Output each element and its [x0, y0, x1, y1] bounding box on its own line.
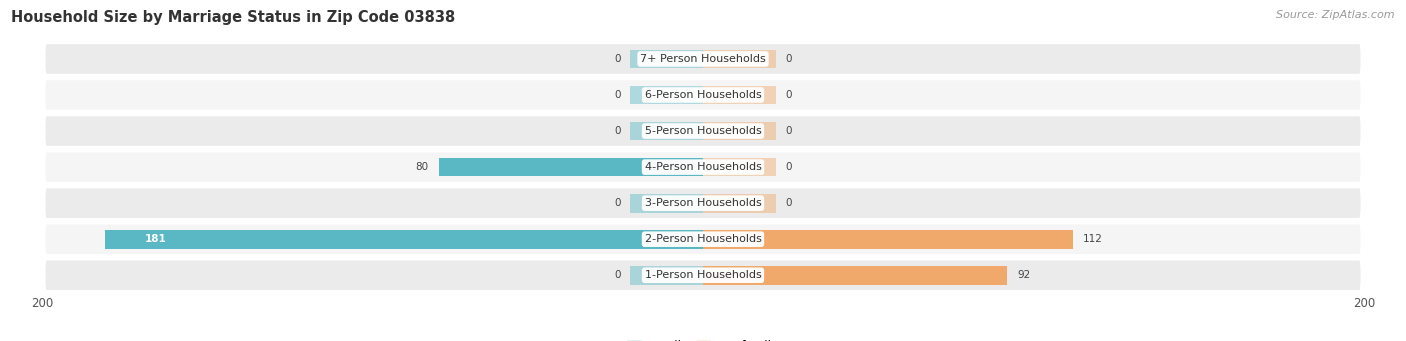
- Legend: Family, Nonfamily: Family, Nonfamily: [621, 336, 785, 341]
- Text: 0: 0: [786, 126, 792, 136]
- FancyBboxPatch shape: [45, 261, 1361, 290]
- Text: 0: 0: [614, 54, 620, 64]
- Text: 181: 181: [145, 234, 166, 244]
- Bar: [703, 86, 776, 104]
- FancyBboxPatch shape: [45, 188, 1361, 218]
- Text: 2-Person Households: 2-Person Households: [644, 234, 762, 244]
- Text: 1-Person Households: 1-Person Households: [644, 270, 762, 280]
- Text: 112: 112: [1083, 234, 1102, 244]
- Text: 0: 0: [614, 270, 620, 280]
- Bar: [703, 158, 776, 176]
- Bar: [630, 266, 703, 285]
- Text: 3-Person Households: 3-Person Households: [644, 198, 762, 208]
- Text: 5-Person Households: 5-Person Households: [644, 126, 762, 136]
- Text: 4-Person Households: 4-Person Households: [644, 162, 762, 172]
- Text: 0: 0: [614, 126, 620, 136]
- Bar: [703, 194, 776, 212]
- Text: 92: 92: [1017, 270, 1031, 280]
- FancyBboxPatch shape: [45, 44, 1361, 74]
- Bar: [703, 49, 776, 68]
- Text: 6-Person Households: 6-Person Households: [644, 90, 762, 100]
- Text: 7+ Person Households: 7+ Person Households: [640, 54, 766, 64]
- Bar: [105, 230, 703, 249]
- Text: 0: 0: [786, 90, 792, 100]
- Text: 0: 0: [786, 162, 792, 172]
- Bar: [703, 230, 1073, 249]
- Text: 80: 80: [416, 162, 429, 172]
- FancyBboxPatch shape: [45, 152, 1361, 182]
- FancyBboxPatch shape: [45, 80, 1361, 110]
- FancyBboxPatch shape: [45, 116, 1361, 146]
- Bar: [630, 86, 703, 104]
- Text: 0: 0: [786, 198, 792, 208]
- Bar: [703, 122, 776, 140]
- Text: Source: ZipAtlas.com: Source: ZipAtlas.com: [1277, 10, 1395, 20]
- Bar: [630, 49, 703, 68]
- Bar: [630, 122, 703, 140]
- FancyBboxPatch shape: [45, 224, 1361, 254]
- Bar: [630, 194, 703, 212]
- Text: 0: 0: [614, 198, 620, 208]
- Bar: [439, 158, 703, 176]
- Text: Household Size by Marriage Status in Zip Code 03838: Household Size by Marriage Status in Zip…: [11, 10, 456, 25]
- Text: 0: 0: [614, 90, 620, 100]
- Text: 0: 0: [786, 54, 792, 64]
- Bar: [703, 266, 1007, 285]
